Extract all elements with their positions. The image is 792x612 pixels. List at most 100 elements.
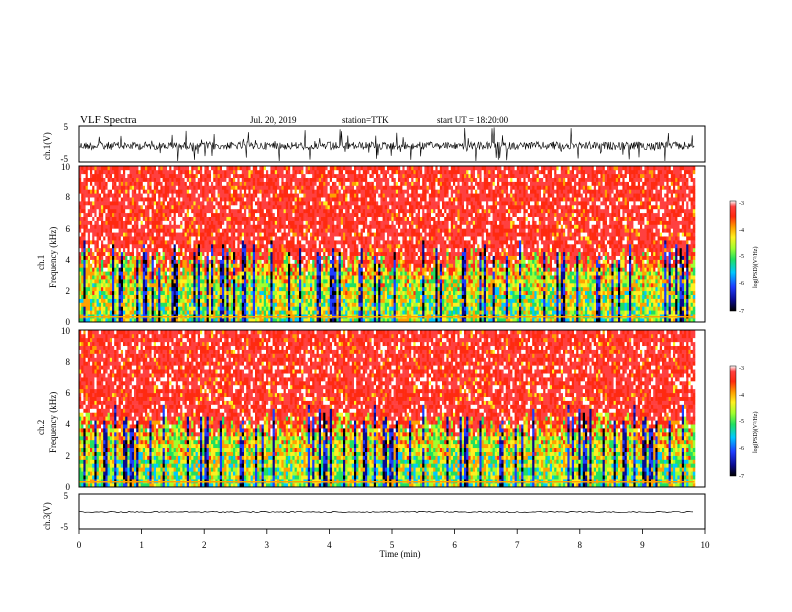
spectrogram-cell — [105, 271, 108, 275]
spectrogram-cell — [292, 189, 295, 193]
spectrogram-cell — [202, 228, 205, 232]
spectrogram-cell — [105, 299, 108, 303]
spectrogram-cell — [196, 232, 199, 236]
spectrogram-cell — [246, 252, 249, 256]
spectrogram-cell — [275, 267, 278, 271]
spectrogram-cell — [268, 232, 271, 236]
spectrogram-cell — [152, 189, 155, 193]
spectrogram-cell — [189, 205, 192, 209]
spectrogram-cell — [127, 170, 129, 174]
spectrogram-cell — [185, 295, 188, 299]
spectrogram-cell — [303, 303, 306, 307]
spectrogram-cell — [235, 248, 238, 252]
spectrogram-cell — [248, 287, 251, 291]
spectrogram-cell — [350, 209, 353, 213]
spectrogram-cell — [204, 170, 207, 174]
spectrogram-cell — [178, 279, 181, 283]
spectrogram-cell — [262, 310, 265, 314]
spectrogram-cell — [174, 209, 177, 213]
spectrogram-cell — [149, 209, 152, 213]
spectrogram-cell — [244, 295, 247, 299]
spectrogram-cell — [167, 197, 170, 201]
spectrogram-cell — [350, 299, 353, 303]
spectrogram-cell — [101, 189, 104, 193]
spectrogram-cell — [86, 232, 89, 236]
spectrogram-cell — [215, 186, 218, 190]
spectrogram-cell — [286, 306, 289, 310]
spectrogram-cell — [127, 182, 129, 186]
spectrogram-cell — [134, 256, 137, 260]
spectrogram-cell — [125, 283, 128, 287]
spectrogram-cell — [174, 189, 177, 193]
spectrogram-cell — [262, 217, 265, 221]
spectrogram-cell — [147, 178, 150, 182]
spectrogram-cell — [248, 260, 251, 264]
spectrogram-cell — [160, 232, 163, 236]
spectrogram-cell — [237, 213, 240, 217]
spectrogram-cell — [198, 306, 201, 310]
spectrogram-cell — [343, 225, 346, 229]
spectrogram-cell — [145, 240, 148, 244]
spectrogram-cell — [336, 228, 339, 232]
spectrogram-cell — [207, 205, 210, 209]
spectrogram-cell — [105, 306, 108, 310]
spectrogram-cell — [264, 193, 267, 197]
spectrogram-cell — [114, 244, 117, 248]
spectrogram-cell — [347, 166, 350, 170]
spectrogram-cell — [171, 174, 174, 178]
spectrogram-cell — [90, 182, 93, 186]
spectrogram-cell — [251, 213, 254, 217]
spectrogram-cell — [116, 295, 119, 299]
spectrogram-cell — [204, 240, 207, 244]
spectrogram-cell — [336, 275, 339, 279]
spectrogram-cell — [145, 193, 148, 197]
spectrogram-cell — [303, 236, 306, 240]
spectrogram-cell — [229, 193, 232, 197]
spectrogram-cell — [275, 256, 278, 260]
spectrogram-cell — [242, 306, 245, 310]
spectrogram-cell — [226, 232, 229, 236]
spectrogram-cell — [270, 267, 273, 271]
spectrogram-cell — [253, 271, 256, 275]
spectrogram-cell — [297, 279, 300, 283]
spectrogram-cell — [182, 189, 185, 193]
spectrogram-cell — [275, 213, 278, 217]
spectrogram-cell — [231, 213, 234, 217]
spectrogram-cell — [321, 283, 324, 287]
spectrogram-cell — [303, 240, 306, 244]
spectrogram-cell — [284, 170, 287, 174]
spectrogram-cell — [108, 221, 111, 225]
spectrogram-cell — [143, 256, 146, 260]
spectrogram-cell — [193, 252, 196, 256]
spectrogram-cell — [325, 303, 328, 307]
spectrogram-cell — [156, 310, 159, 314]
spectrogram-cell — [152, 260, 155, 264]
spectrogram-cell — [189, 283, 192, 287]
spectrogram-cell — [317, 256, 320, 260]
spectrogram-cell — [154, 271, 157, 275]
spectrogram-cell — [308, 248, 311, 252]
spectrogram-cell — [127, 217, 129, 221]
spectrogram-cell — [143, 209, 146, 213]
spectrogram-cell — [224, 287, 227, 291]
spectrogram-cell — [167, 236, 170, 240]
spectrogram-cell — [138, 170, 141, 174]
spectrogram-cell — [180, 271, 183, 275]
spectrogram-cell — [141, 166, 144, 170]
spectrogram-cell — [288, 221, 291, 225]
spectrogram-cell — [328, 244, 331, 248]
spectrogram-cell — [180, 264, 183, 268]
spectrogram-cell — [193, 205, 196, 209]
spectrogram-cell — [99, 174, 102, 178]
spectrogram-cell — [136, 225, 139, 229]
spectrogram-cell — [303, 213, 306, 217]
spectrogram-cell — [116, 275, 119, 279]
spectrogram-cell — [266, 209, 269, 213]
spectrogram-cell — [125, 217, 128, 221]
spectrogram-cell — [200, 186, 203, 190]
spectrogram-cell — [92, 299, 95, 303]
spectrogram-cell — [288, 303, 291, 307]
spectrogram-cell — [319, 178, 322, 182]
spectrogram-cell — [108, 170, 111, 174]
spectrogram-cell — [262, 189, 265, 193]
